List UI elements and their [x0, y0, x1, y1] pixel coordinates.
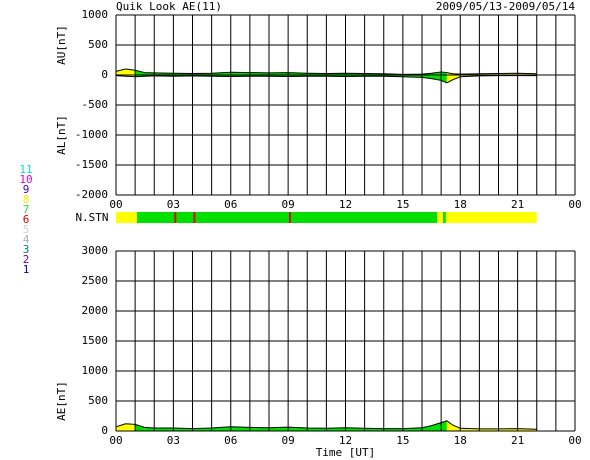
area-fill [269, 427, 289, 431]
y-tick-label: -1000 [75, 128, 108, 141]
data-line [115, 75, 537, 84]
y-tick-label: 3000 [82, 244, 109, 257]
y-tick-label: 500 [88, 394, 108, 407]
x-tick-label: 00 [568, 434, 581, 447]
date-range: 2009/05/13-2009/05/14 [436, 0, 575, 13]
y-tick-label: 0 [101, 424, 108, 437]
x-axis-label: Time [UT] [316, 446, 376, 459]
y-axis-label: AU[nT] [55, 25, 68, 65]
legend-label: 8 [23, 193, 30, 206]
area-fill [422, 425, 432, 431]
x-tick-label: 06 [224, 198, 237, 211]
x-tick-label: 21 [511, 198, 524, 211]
station-segment [443, 212, 446, 223]
x-tick-label: 00 [109, 198, 122, 211]
data-line [115, 420, 537, 430]
x-tick-label: 00 [109, 434, 122, 447]
station-segment [137, 212, 438, 223]
x-tick-label: 03 [167, 198, 180, 211]
x-tick-label: 00 [568, 198, 581, 211]
chart-title: Quik Look AE(11) [116, 0, 222, 13]
area-fill [125, 423, 136, 431]
legend-label: 5 [23, 223, 30, 236]
station-segment [445, 212, 537, 223]
x-tick-label: 06 [224, 434, 237, 447]
legend-label: 7 [23, 203, 30, 216]
area-fill [135, 424, 145, 431]
legend-label: 3 [23, 243, 30, 256]
y-tick-label: -1500 [75, 158, 108, 171]
area-fill [249, 427, 269, 431]
y-axis-label: AE[nT] [55, 381, 68, 421]
legend-label: 9 [23, 183, 30, 196]
y-axis-label: AL[nT] [55, 115, 68, 155]
station-segment [289, 212, 291, 223]
y-tick-label: 2000 [82, 304, 109, 317]
station-label: N.STN [75, 211, 108, 224]
area-fill [230, 426, 250, 431]
y-tick-label: 0 [101, 68, 108, 81]
area-fill [452, 425, 461, 431]
area-fill [479, 428, 499, 431]
area-fill [431, 422, 442, 431]
data-line [115, 68, 537, 75]
x-tick-label: 12 [339, 198, 352, 211]
x-tick-label: 03 [167, 434, 180, 447]
station-segment [174, 212, 177, 223]
station-segment [193, 212, 196, 223]
y-tick-label: 1000 [82, 364, 109, 377]
x-tick-label: 09 [282, 198, 295, 211]
y-tick-label: 500 [88, 38, 108, 51]
x-tick-label: 18 [454, 434, 467, 447]
y-tick-label: -2000 [75, 188, 108, 201]
x-tick-label: 15 [396, 198, 409, 211]
y-tick-label: 1500 [82, 334, 109, 347]
area-fill [441, 420, 447, 431]
area-fill [383, 428, 403, 431]
legend-label: 11 [19, 163, 32, 176]
legend-label: 6 [23, 213, 30, 226]
area-fill [307, 428, 327, 431]
x-tick-label: 18 [454, 198, 467, 211]
x-tick-label: 09 [282, 434, 295, 447]
x-tick-label: 15 [396, 434, 409, 447]
legend-label: 10 [19, 173, 32, 186]
area-fill [116, 423, 126, 431]
station-segment [437, 212, 444, 223]
y-tick-label: -500 [82, 98, 109, 111]
station-segment [116, 212, 138, 223]
legend-label: 1 [23, 263, 30, 276]
y-tick-label: 1000 [82, 8, 109, 21]
x-tick-label: 12 [339, 434, 352, 447]
y-tick-label: 2500 [82, 274, 109, 287]
legend-label: 2 [23, 253, 30, 266]
legend-label: 4 [23, 233, 30, 246]
x-tick-label: 21 [511, 434, 524, 447]
area-fill [154, 428, 174, 431]
area-fill [431, 72, 442, 81]
area-fill [446, 420, 453, 431]
